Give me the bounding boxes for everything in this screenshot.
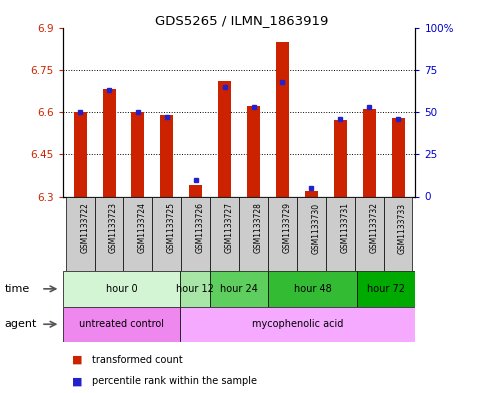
Bar xyxy=(276,42,289,196)
Text: untreated control: untreated control xyxy=(79,319,164,329)
Text: hour 12: hour 12 xyxy=(176,284,214,294)
Text: ■: ■ xyxy=(72,376,83,386)
Text: hour 24: hour 24 xyxy=(220,284,258,294)
Bar xyxy=(180,307,415,342)
Bar xyxy=(363,109,376,196)
Bar xyxy=(180,271,210,307)
Bar xyxy=(189,185,202,196)
Bar xyxy=(356,271,415,307)
Bar xyxy=(297,196,326,271)
Text: hour 72: hour 72 xyxy=(367,284,405,294)
Text: GSM1133730: GSM1133730 xyxy=(312,202,320,253)
Text: transformed count: transformed count xyxy=(92,354,183,365)
Text: GSM1133729: GSM1133729 xyxy=(283,202,291,253)
Text: time: time xyxy=(5,284,30,294)
Text: GDS5265 / ILMN_1863919: GDS5265 / ILMN_1863919 xyxy=(155,14,328,27)
Bar xyxy=(355,196,384,271)
Text: GSM1133722: GSM1133722 xyxy=(80,202,89,253)
Bar xyxy=(73,112,86,196)
Text: GSM1133733: GSM1133733 xyxy=(398,202,407,253)
Bar xyxy=(131,112,144,196)
Text: GSM1133723: GSM1133723 xyxy=(109,202,118,253)
Text: percentile rank within the sample: percentile rank within the sample xyxy=(92,376,257,386)
Bar xyxy=(124,196,152,271)
Text: GSM1133725: GSM1133725 xyxy=(167,202,176,253)
Bar xyxy=(334,121,347,196)
Text: hour 48: hour 48 xyxy=(294,284,331,294)
Text: GSM1133726: GSM1133726 xyxy=(196,202,205,253)
Bar xyxy=(305,191,318,196)
Bar xyxy=(239,196,268,271)
Text: mycophenolic acid: mycophenolic acid xyxy=(252,319,343,329)
Bar xyxy=(160,115,173,196)
Bar xyxy=(218,81,231,196)
Bar xyxy=(63,271,180,307)
Bar xyxy=(210,271,269,307)
Bar xyxy=(102,90,115,196)
Bar xyxy=(66,196,95,271)
Bar xyxy=(384,196,412,271)
Bar xyxy=(326,196,355,271)
Bar xyxy=(392,118,405,196)
Bar xyxy=(181,196,210,271)
Bar xyxy=(210,196,239,271)
Text: ■: ■ xyxy=(72,354,83,365)
Text: agent: agent xyxy=(5,319,37,329)
Text: GSM1133727: GSM1133727 xyxy=(225,202,234,253)
Text: GSM1133731: GSM1133731 xyxy=(340,202,349,253)
Bar xyxy=(63,307,180,342)
Bar xyxy=(269,271,356,307)
Bar xyxy=(247,107,260,196)
Text: GSM1133724: GSM1133724 xyxy=(138,202,147,253)
Text: hour 0: hour 0 xyxy=(106,284,137,294)
Bar xyxy=(95,196,124,271)
Bar xyxy=(152,196,181,271)
Text: GSM1133732: GSM1133732 xyxy=(369,202,378,253)
Text: GSM1133728: GSM1133728 xyxy=(254,202,263,253)
Bar xyxy=(268,196,297,271)
